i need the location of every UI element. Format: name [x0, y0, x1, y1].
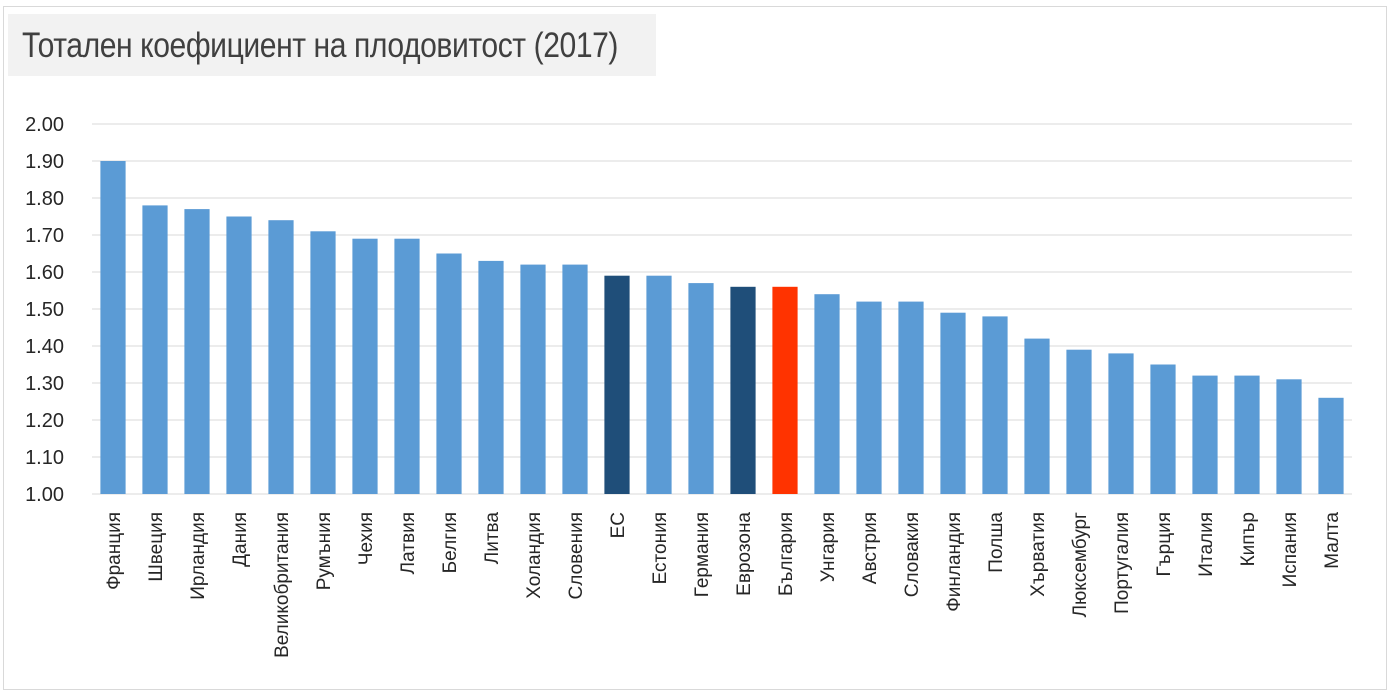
bar [604, 275, 630, 494]
y-tick-label: 1.80 [25, 188, 64, 210]
x-category-label: Хърватия [1028, 512, 1049, 597]
y-tick-label: 1.10 [25, 447, 64, 469]
bar [1108, 353, 1134, 494]
bar [100, 161, 126, 494]
x-category-label: Чехия [356, 512, 377, 565]
bar [478, 260, 504, 494]
y-axis-ticks: 1.00 1.10 1.20 1.30 1.40 1.50 1.60 1.70 1.80 1.90… [25, 114, 64, 506]
x-category-label: Ирландия [188, 512, 209, 600]
y-tick-label: 1.60 [25, 262, 64, 284]
x-category-label: ЕС [608, 512, 629, 538]
bar [730, 286, 756, 494]
bar [688, 283, 714, 494]
bar [184, 209, 210, 494]
bar [1066, 349, 1092, 494]
x-category-label: Унгария [818, 512, 839, 582]
x-category-label: Великобритания [272, 512, 293, 658]
bar [772, 286, 798, 494]
bar [1234, 375, 1260, 494]
x-category-label: Латвия [398, 512, 419, 574]
x-category-label: Полша [986, 512, 1007, 573]
bar [1276, 379, 1302, 494]
y-tick-label: 1.00 [25, 484, 64, 506]
bar [268, 220, 294, 494]
x-category-label: Гърция [1154, 512, 1175, 577]
chart-title-box: Тотален коефициент на плодовитост (2017) [8, 14, 656, 76]
gridlines [92, 123, 1352, 495]
bar [1318, 397, 1344, 494]
bar [520, 264, 546, 494]
bar [142, 205, 168, 494]
y-tick-label: 1.90 [25, 151, 64, 173]
bar [310, 231, 336, 495]
bar [1024, 338, 1050, 494]
x-category-label: Еврозона [734, 512, 755, 596]
x-category-label: Швеция [146, 512, 167, 582]
y-tick-label: 1.20 [25, 410, 64, 432]
bar [394, 238, 420, 494]
bar [898, 301, 924, 494]
x-category-label: Холандия [524, 512, 545, 599]
x-category-label: Финландия [944, 512, 965, 612]
x-category-label: Люксембург [1070, 512, 1091, 617]
x-category-label: Кипър [1238, 512, 1259, 566]
x-category-label: Италия [1196, 512, 1217, 577]
bar [814, 294, 840, 494]
bar [562, 264, 588, 494]
x-category-label: Франция [104, 512, 125, 590]
x-category-label: Австрия [860, 512, 881, 584]
x-category-label: Словения [566, 512, 587, 599]
y-tick-label: 1.70 [25, 225, 64, 247]
bar [646, 275, 672, 494]
y-tick-label: 1.50 [25, 299, 64, 321]
x-category-label: Белгия [440, 512, 461, 573]
x-category-label: Словакия [902, 512, 923, 597]
bar [1192, 375, 1218, 494]
y-tick-label: 1.40 [25, 336, 64, 358]
y-tick-label: 1.30 [25, 373, 64, 395]
x-category-label: Дания [230, 512, 251, 567]
x-axis-labels: Франция Швеция Ирландия Дания Великобритания… [104, 512, 1343, 658]
bar [856, 301, 882, 494]
x-category-label: Литва [482, 512, 503, 565]
bar [940, 312, 966, 494]
x-category-label: Естония [650, 512, 671, 584]
bar [436, 253, 462, 494]
bar [352, 238, 378, 494]
bar [226, 216, 252, 494]
bars [100, 161, 1344, 495]
bar [982, 316, 1008, 494]
x-category-label: Малта [1322, 512, 1343, 569]
bar [1150, 364, 1176, 494]
y-tick-label: 2.00 [25, 114, 64, 136]
x-category-label: България [776, 512, 797, 596]
x-category-label: Румъния [314, 512, 335, 590]
x-category-label: Португалия [1112, 512, 1133, 614]
chart-title: Тотален коефициент на плодовитост (2017) [22, 26, 619, 65]
x-category-label: Испания [1280, 512, 1301, 587]
x-category-label: Германия [692, 512, 713, 597]
